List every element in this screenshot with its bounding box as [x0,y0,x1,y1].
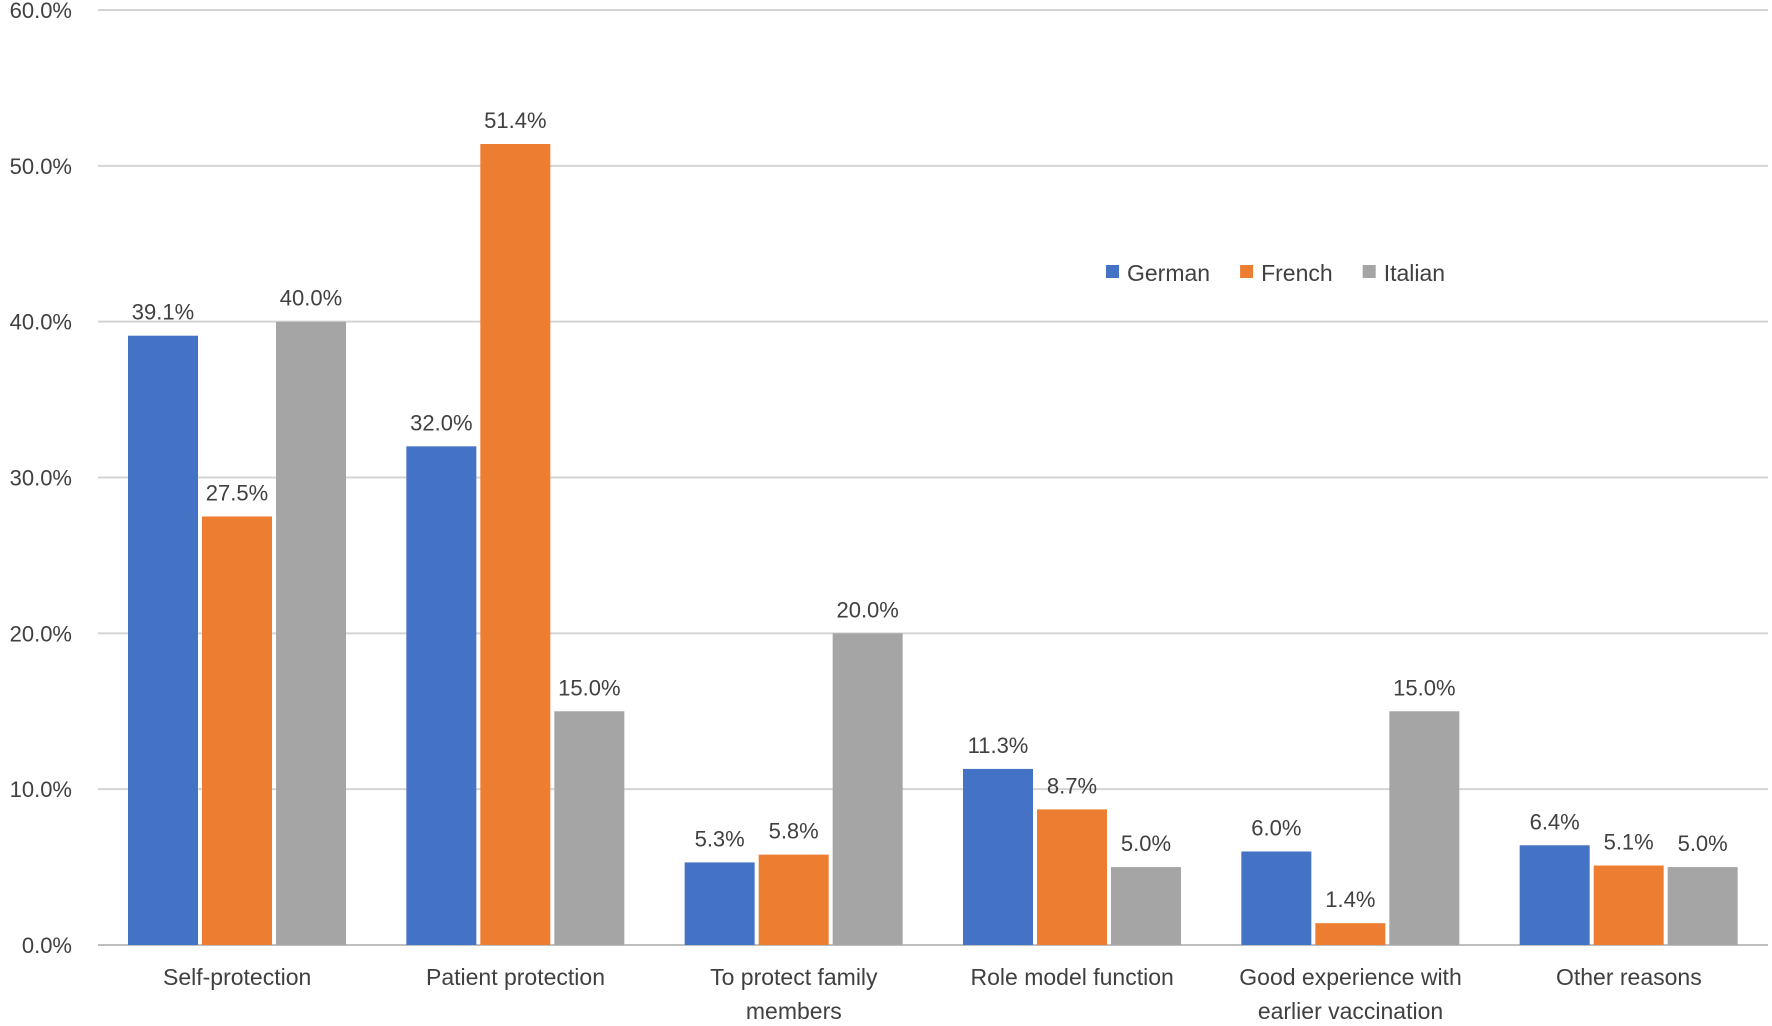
data-label: 11.3% [968,733,1029,758]
category-label-line: members [746,998,842,1024]
y-tick-label: 30.0% [10,466,72,491]
y-tick-label: 20.0% [10,621,72,646]
data-label: 8.7% [1047,773,1097,798]
bar-german [1241,851,1312,945]
data-label: 5.0% [1121,831,1171,856]
category-label-line: Patient protection [426,964,605,990]
bar-german [128,335,198,946]
bar-italian [1667,867,1738,945]
gridlines [98,9,1768,946]
legend-swatch-italian [1362,265,1376,278]
data-label: 1.4% [1325,887,1375,912]
y-tick-label: 40.0% [10,310,72,335]
bar-french [1593,865,1664,945]
bar-french [1315,923,1386,945]
category-label: Role model function [971,964,1174,990]
data-label: 51.4% [484,108,546,133]
y-tick-label: 60.0% [10,0,72,23]
data-label: 5.3% [695,826,745,851]
bar-french [1037,809,1107,945]
data-label: 39.1% [132,300,194,325]
y-tick-label: 50.0% [10,154,72,179]
legend-swatch-french [1240,265,1254,278]
data-label: 15.0% [1393,675,1455,700]
legend-label-italian: Italian [1384,260,1445,286]
data-label: 5.0% [1678,831,1728,856]
legend-swatch-german [1106,265,1119,278]
category-label: To protect family members [710,964,878,1024]
category-label-line: Self-protection [163,964,311,990]
bar-french [480,144,551,945]
data-label: 15.0% [558,675,620,700]
y-tick-label: 0.0% [22,933,72,958]
data-label: 5.8% [769,819,819,844]
bar-italian [276,321,346,946]
category-label-line: earlier vaccination [1258,998,1443,1024]
bar-german [406,446,477,945]
bar-italian [1389,711,1460,945]
y-tick-label: 10.0% [10,777,72,802]
category-label-line: Good experience with [1239,964,1461,990]
legend: German French Italian [1106,260,1445,286]
data-label: 27.5% [206,480,268,505]
y-axis-ticks: 0.0% 10.0% 20.0% 30.0% 40.0% 50.0% 60.0% [10,0,72,958]
category-label: Self-protection [163,964,311,990]
bar-french [202,516,272,945]
category-label-line: Other reasons [1556,964,1702,990]
category-label-line: Role model function [971,964,1174,990]
bar-italian [832,633,903,945]
bar-italian [1111,867,1181,945]
category-label-line: To protect family [710,964,878,990]
data-labels: 39.1% 27.5% 40.0% 32.0% 51.4% 15.0% 5.3% 5.8% 20… [132,108,1728,912]
x-axis-categories: Self-protection Patient protection To prot… [163,964,1702,1024]
bar-french [758,854,829,945]
data-label: 20.0% [836,597,898,622]
category-label: Good experience with earlier vaccination [1239,964,1461,1024]
category-label: Patient protection [426,964,605,990]
data-label: 5.1% [1604,830,1654,855]
data-label: 6.0% [1251,816,1301,841]
bar-german [963,768,1033,945]
bars [128,144,1738,946]
bar-german [1519,845,1590,945]
data-label: 32.0% [410,410,472,435]
data-label: 40.0% [280,286,342,311]
bar-italian [554,711,625,945]
legend-label-german: German [1127,260,1210,286]
legend-label-french: French [1261,260,1333,286]
category-label: Other reasons [1556,964,1702,990]
data-label: 6.4% [1530,809,1580,834]
bar-german [684,862,755,945]
